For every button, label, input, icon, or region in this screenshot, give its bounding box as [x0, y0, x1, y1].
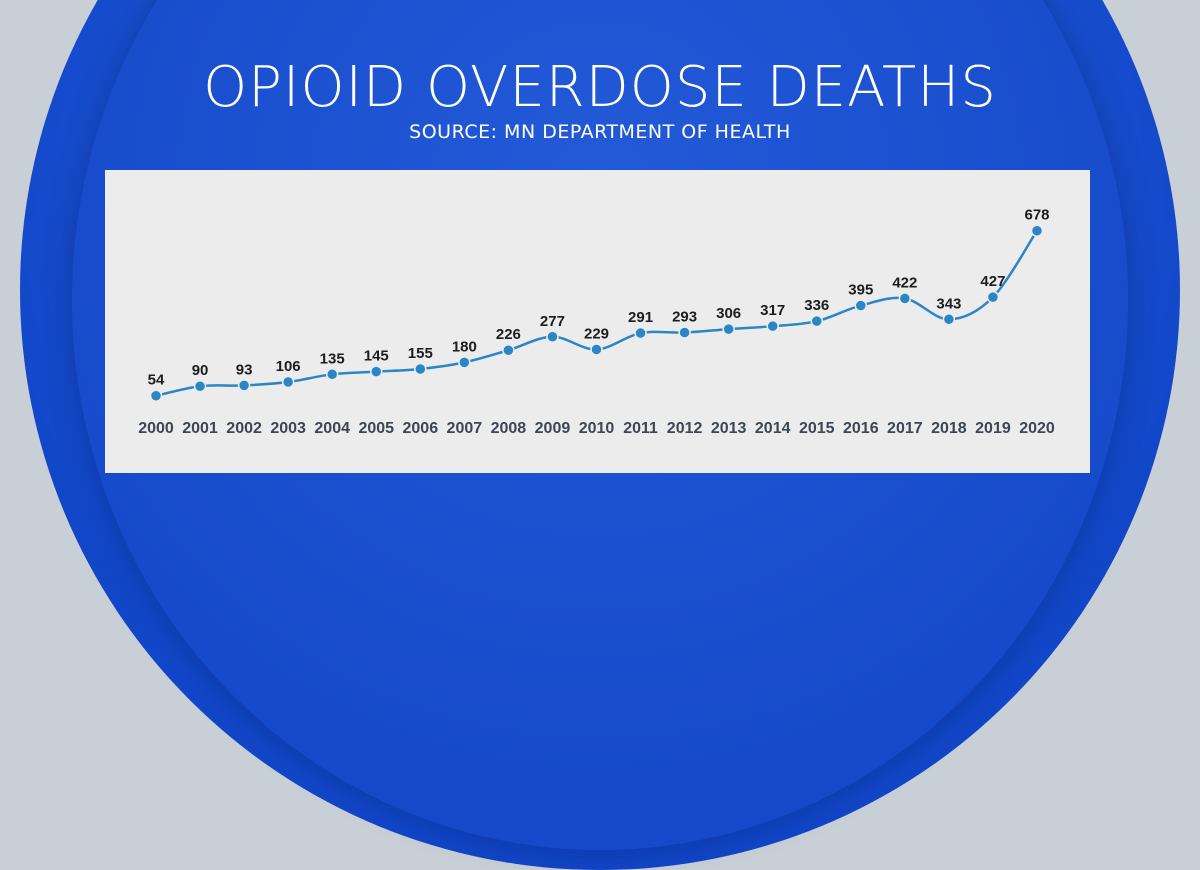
data-label: 90: [192, 362, 209, 379]
x-tick-label: 2000: [138, 420, 174, 437]
x-tick-label: 2019: [975, 420, 1011, 437]
data-point: [149, 389, 163, 402]
data-point: [986, 290, 1000, 304]
data-point: [722, 322, 735, 336]
x-tick-label: 2002: [226, 420, 262, 437]
x-tick-label: 2004: [314, 420, 350, 437]
data-point: [634, 326, 647, 340]
x-tick-label: 2016: [843, 420, 879, 437]
chart-subtitle: SOURCE: MN DEPARTMENT OF HEALTH: [409, 121, 791, 143]
data-point: [193, 379, 207, 393]
data-point: [414, 362, 427, 376]
x-tick-label: 2017: [887, 420, 923, 437]
data-point: [590, 343, 603, 356]
data-label: 678: [1024, 207, 1049, 224]
x-tick-label: 2005: [358, 420, 394, 437]
data-label: 343: [936, 295, 961, 312]
data-point: [458, 356, 471, 369]
data-point: [546, 330, 559, 344]
line-chart: 54 2000 90 2001 93 2002 106 2003 135 2004 145 2005 1…: [138, 207, 1055, 437]
data-label: 180: [452, 338, 477, 355]
data-point: [281, 375, 295, 389]
data-point: [502, 343, 515, 357]
chart-panel: 54 2000 90 2001 93 2002 106 2003 135 2004 145 2005 1…: [105, 170, 1090, 473]
x-tick-label: 2007: [447, 420, 483, 437]
data-label: 293: [672, 309, 697, 326]
data-label: 291: [628, 309, 653, 326]
x-tick-label: 2009: [535, 420, 571, 437]
data-point: [325, 368, 339, 381]
data-label: 226: [496, 326, 521, 343]
x-tick-label: 2012: [667, 420, 703, 437]
x-tick-label: 2010: [579, 420, 615, 437]
x-tick-label: 2015: [799, 420, 835, 437]
data-label: 145: [364, 348, 389, 365]
data-point: [854, 299, 868, 312]
data-label: 229: [584, 325, 609, 342]
data-label: 427: [980, 273, 1005, 290]
x-tick-label: 2006: [403, 420, 439, 437]
data-point: [942, 313, 956, 326]
data-point: [810, 314, 823, 328]
data-label: 155: [408, 345, 433, 362]
data-label: 306: [716, 305, 741, 322]
x-tick-label: 2008: [491, 420, 527, 437]
data-label: 395: [848, 282, 873, 299]
data-label: 54: [148, 372, 165, 389]
x-tick-label: 2001: [182, 420, 218, 437]
chart-title: OPIOID OVERDOSE DEATHS: [203, 55, 997, 120]
x-tick-label: 2020: [1019, 420, 1055, 437]
data-label: 317: [760, 302, 785, 319]
data-label: 106: [276, 358, 301, 375]
x-tick-label: 2003: [270, 420, 306, 437]
data-label: 277: [540, 313, 565, 330]
data-point: [237, 379, 251, 392]
data-point: [1030, 224, 1044, 237]
x-tick-label: 2018: [931, 420, 967, 437]
data-point: [898, 292, 912, 305]
data-label: 336: [804, 297, 829, 314]
x-tick-label: 2013: [711, 420, 747, 437]
data-point: [766, 319, 779, 333]
data-label: 93: [236, 361, 253, 378]
data-point: [370, 365, 383, 378]
data-label: 135: [320, 350, 345, 367]
x-tick-label: 2014: [755, 420, 791, 437]
data-label: 422: [892, 274, 917, 291]
data-point: [678, 326, 691, 339]
x-tick-label: 2011: [623, 420, 658, 437]
